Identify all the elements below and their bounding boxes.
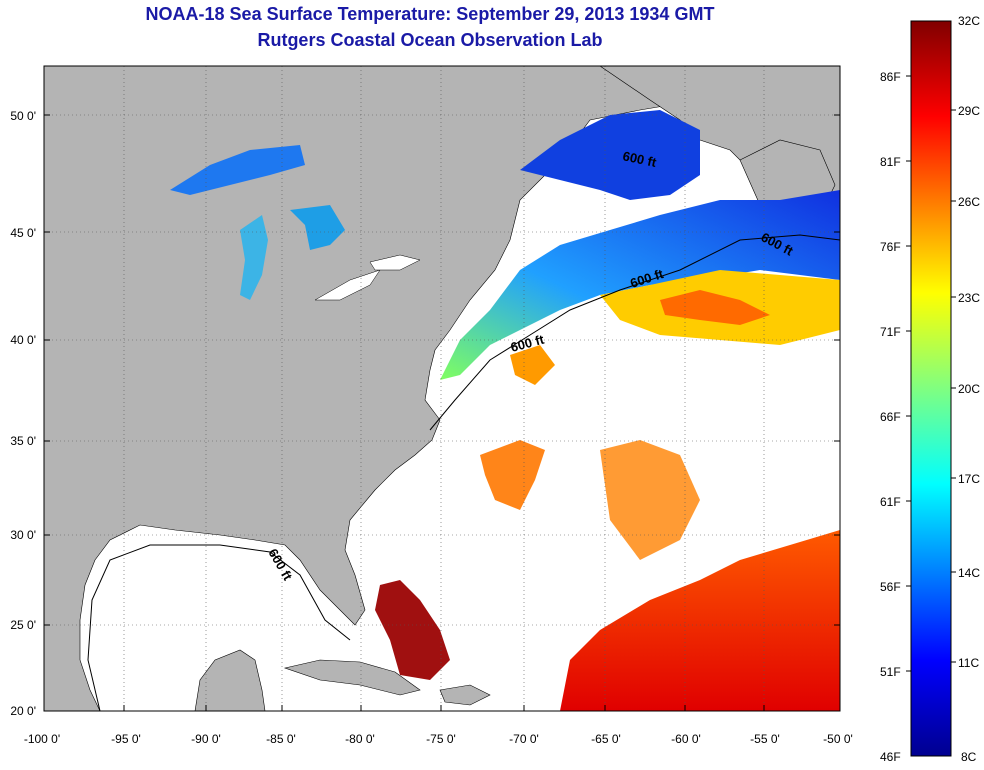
map-frame: [43, 65, 841, 712]
lon-label-90: -90 0': [191, 732, 221, 746]
lon-label-80: -80 0': [345, 732, 375, 746]
lat-label-35: 35 0': [10, 434, 36, 448]
colorbar-c-29: 29C: [958, 104, 981, 118]
colorbar-f-76: 76F: [880, 240, 901, 254]
colorbar-f-46: 46F: [880, 750, 901, 764]
lake-huron: [290, 205, 345, 250]
colorbar-c-20: 20C: [958, 382, 981, 396]
colorbar-f-81: 81F: [880, 155, 901, 169]
graticule: [44, 66, 840, 711]
colorbar-c-26: 26C: [958, 195, 981, 209]
sst-patch-sargasso: [480, 440, 545, 510]
lat-label-45: 45 0': [10, 226, 36, 240]
colorbar-f-61: 61F: [880, 495, 901, 509]
land-yucatan: [194, 649, 266, 711]
map-title: NOAA-18 Sea Surface Temperature: Septemb…: [145, 4, 715, 24]
sst-patch-east: [600, 440, 700, 560]
lake-ontario: [369, 254, 421, 271]
lon-label-50: -50 0': [823, 732, 853, 746]
colorbar: [910, 20, 952, 757]
sst-bahamas: [375, 580, 450, 680]
sst-patch-mid: [510, 345, 555, 385]
map-subtitle: Rutgers Coastal Ocean Observation Lab: [257, 30, 603, 50]
lat-label-40: 40 0': [10, 333, 36, 347]
sst-tropical-warm: [560, 530, 840, 711]
colorbar-c-8: 8C: [961, 750, 977, 764]
colorbar-f-71: 71F: [880, 325, 901, 339]
land-cuba: [283, 659, 421, 696]
lon-label-75: -75 0': [426, 732, 456, 746]
lon-label-65: -65 0': [591, 732, 621, 746]
lat-label-30: 30 0': [10, 528, 36, 542]
axis-ticks: [44, 114, 840, 711]
lake-michigan: [240, 215, 268, 300]
lon-label-85: -85 0': [266, 732, 296, 746]
lake-erie: [314, 269, 381, 301]
colorbar-f-66: 66F: [880, 410, 901, 424]
sst-warm-eddy: [660, 290, 770, 325]
land-north-america: [44, 66, 721, 711]
isobath-600ft-line: [87, 234, 841, 712]
sst-continental-shelf: [440, 190, 840, 380]
lat-label-20: 20 0': [10, 704, 36, 718]
colorbar-c-17: 17C: [958, 472, 981, 486]
colorbar-f-86: 86F: [880, 70, 901, 84]
colorbar-c-11: 11C: [958, 656, 980, 670]
colorbar-ticks: [906, 75, 956, 672]
lon-label-95: -95 0': [111, 732, 141, 746]
lon-label-55: -55 0': [750, 732, 780, 746]
lat-label-25: 25 0': [10, 618, 36, 632]
land-hispaniola: [439, 684, 491, 706]
isobath-label-1: 600 ft: [621, 148, 658, 170]
colorbar-c-14: 14C: [958, 566, 981, 580]
sst-gulf-st-lawrence: [520, 110, 700, 200]
colorbar-f-56: 56F: [880, 580, 901, 594]
colorbar-f-51: 51F: [880, 665, 901, 679]
lake-superior: [170, 145, 305, 195]
lon-label-60: -60 0': [671, 732, 701, 746]
lon-label-70: -70 0': [509, 732, 539, 746]
colorbar-c-32: 32C: [958, 14, 981, 28]
lon-label-100: -100 0': [23, 732, 61, 746]
colorbar-c-23: 23C: [958, 291, 981, 305]
lat-label-50: 50 0': [10, 109, 36, 123]
